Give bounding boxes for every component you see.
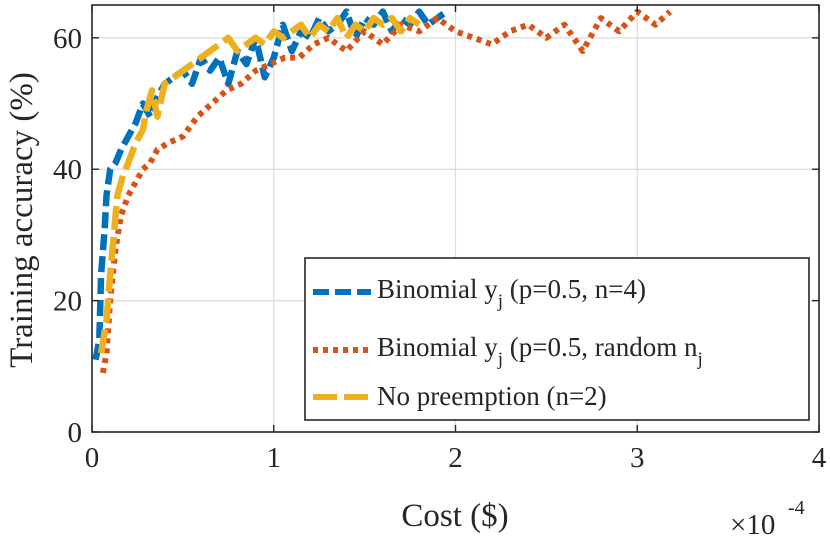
y-axis-label: Training accuracy (%) xyxy=(4,72,40,368)
legend-main-series-3: No preemption (n=2) xyxy=(377,381,607,411)
legend-rest-series-2: (p=0.5, random n xyxy=(503,332,698,362)
y-tick-label: 60 xyxy=(53,23,82,55)
legend-label-series-2: Binomial yj (p=0.5, random nj xyxy=(377,332,703,370)
legend-sub2-series-2: j xyxy=(696,349,702,370)
x-multiplier-exponent: -4 xyxy=(788,497,805,519)
x-axis-multiplier: ×10 -4 xyxy=(730,497,805,539)
axis-ticks xyxy=(91,5,820,433)
x-tick-label: 1 xyxy=(267,442,282,474)
x-axis-label: Cost ($) xyxy=(401,498,508,534)
series-line-1 xyxy=(92,8,449,361)
x-tick-label: 2 xyxy=(448,442,463,474)
legend-main-series-2: Binomial y xyxy=(377,332,498,362)
legend-label-series-3: No preemption (n=2) xyxy=(377,381,607,411)
legend-sub-series-1: j xyxy=(497,291,503,312)
y-tick-label: 20 xyxy=(53,286,82,318)
legend-sub-series-2: j xyxy=(497,349,503,370)
series-layer xyxy=(92,8,673,374)
legend: Binomial yj (p=0.5, n=4) Binomial yj (p=… xyxy=(304,257,810,421)
legend-rest-series-1: (p=0.5, n=4) xyxy=(503,274,646,304)
series-line-2 xyxy=(99,8,673,374)
series-line-3 xyxy=(97,14,422,354)
x-multiplier-base: ×10 xyxy=(730,509,775,539)
x-tick-label: 0 xyxy=(85,442,100,474)
x-tick-label: 4 xyxy=(812,442,827,474)
y-tick-label: 0 xyxy=(68,417,83,449)
legend-label-series-1: Binomial yj (p=0.5, n=4) xyxy=(377,274,646,312)
x-tick-label: 3 xyxy=(630,442,645,474)
legend-main-series-1: Binomial y xyxy=(377,274,498,304)
legend-box xyxy=(304,257,810,421)
y-tick-label: 40 xyxy=(53,154,82,186)
